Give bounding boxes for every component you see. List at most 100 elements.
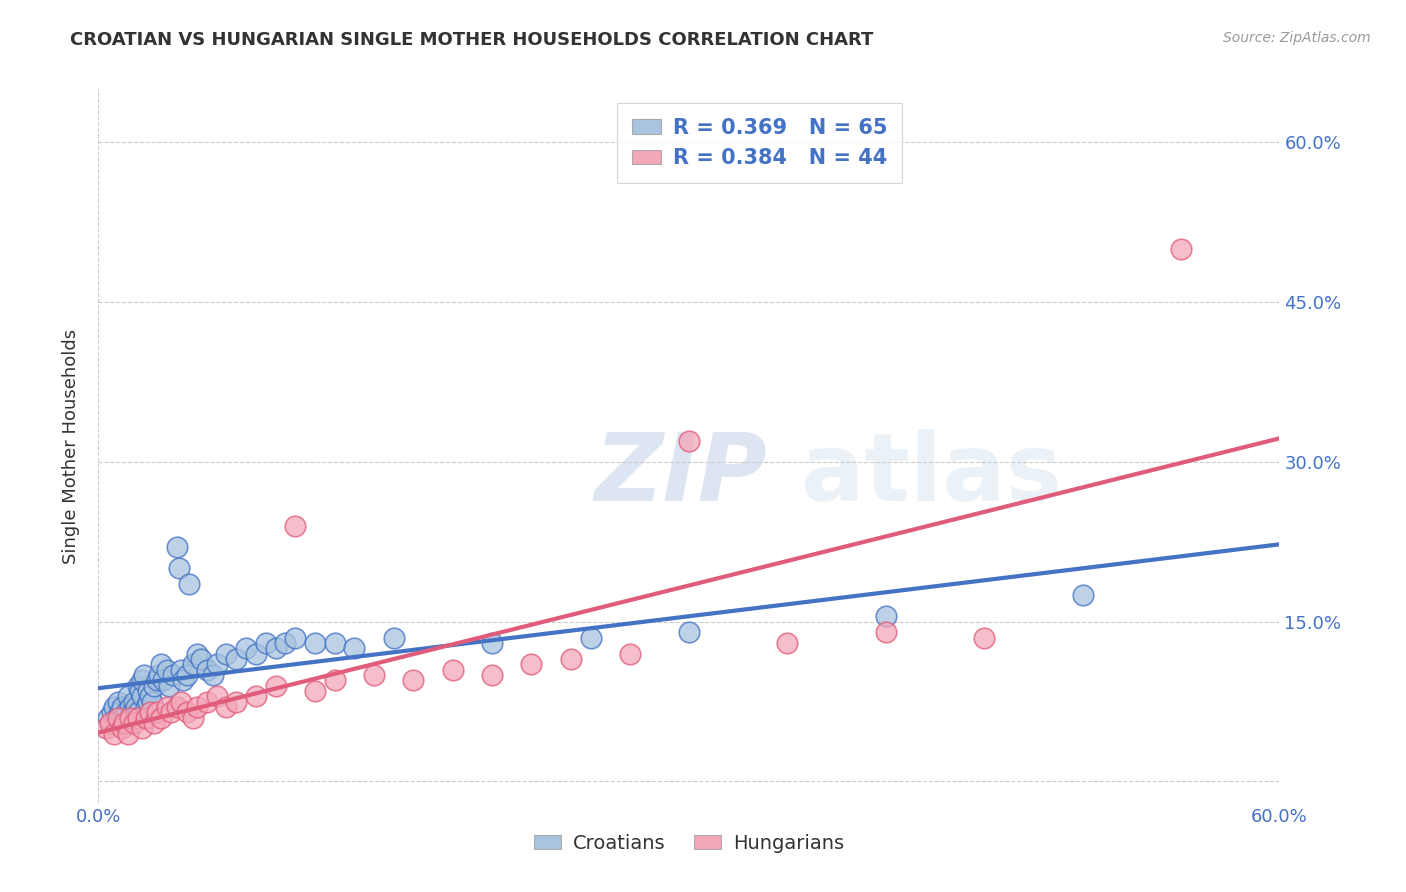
Point (1170, 242, 1192, 256)
Text: CROATIAN VS HUNGARIAN SINGLE MOTHER HOUSEHOLDS CORRELATION CHART: CROATIAN VS HUNGARIAN SINGLE MOTHER HOUS… (70, 31, 873, 49)
Point (176, 668, 198, 682)
Point (363, 668, 385, 682)
Point (186, 647, 208, 661)
Point (107, 710, 129, 724)
Point (215, 647, 238, 661)
Point (167, 561, 190, 575)
Point (157, 679, 180, 693)
Point (127, 710, 149, 724)
Point (245, 647, 267, 661)
Point (101, 706, 124, 720)
Point (619, 647, 641, 661)
Point (111, 721, 134, 735)
Point (121, 706, 143, 720)
Point (875, 609, 897, 624)
Point (254, 636, 277, 650)
Point (135, 700, 157, 714)
Point (141, 695, 163, 709)
Point (138, 690, 160, 704)
Point (131, 721, 153, 735)
Point (108, 706, 131, 720)
Point (481, 668, 503, 682)
Point (205, 657, 228, 672)
Point (264, 679, 287, 693)
Point (481, 636, 503, 650)
Point (162, 668, 184, 682)
Point (205, 690, 228, 704)
Y-axis label: Single Mother Households: Single Mother Households (62, 328, 80, 564)
Point (323, 673, 346, 688)
Point (105, 710, 128, 724)
Point (122, 715, 145, 730)
Point (678, 434, 700, 448)
Point (103, 700, 125, 714)
Point (96, 721, 118, 735)
Point (135, 710, 157, 724)
Point (181, 657, 204, 672)
Point (235, 641, 257, 656)
Point (172, 673, 194, 688)
Point (245, 690, 267, 704)
Point (107, 695, 129, 709)
Text: ZIP: ZIP (595, 428, 768, 521)
Point (195, 695, 218, 709)
Point (402, 673, 425, 688)
Point (156, 700, 179, 714)
Point (150, 657, 173, 672)
Text: atlas: atlas (801, 428, 1062, 521)
Point (215, 700, 238, 714)
Point (181, 710, 204, 724)
Point (118, 710, 141, 724)
Point (264, 641, 287, 656)
Point (112, 710, 135, 724)
Point (136, 695, 159, 709)
Point (304, 636, 326, 650)
Point (1071, 588, 1094, 602)
Point (122, 710, 145, 724)
Point (131, 690, 153, 704)
Point (678, 625, 700, 640)
Point (382, 631, 405, 645)
Point (132, 668, 155, 682)
Point (304, 684, 326, 698)
Point (117, 715, 139, 730)
Point (118, 700, 141, 714)
Point (127, 679, 149, 693)
Point (343, 641, 366, 656)
Point (117, 726, 139, 740)
Point (150, 710, 173, 724)
Point (274, 636, 297, 650)
Point (170, 695, 193, 709)
Point (128, 684, 150, 698)
Point (170, 663, 193, 677)
Point (122, 695, 145, 709)
Point (973, 631, 995, 645)
Point (177, 577, 200, 591)
Point (166, 700, 188, 714)
Point (776, 636, 799, 650)
Point (284, 519, 307, 533)
Point (166, 540, 188, 554)
Legend: Croatians, Hungarians: Croatians, Hungarians (526, 826, 852, 861)
Point (117, 690, 139, 704)
Point (560, 652, 582, 666)
Point (284, 631, 307, 645)
Point (125, 700, 148, 714)
Point (441, 663, 464, 677)
Point (103, 726, 125, 740)
Point (323, 636, 346, 650)
Point (138, 706, 160, 720)
Point (142, 679, 165, 693)
Point (190, 652, 212, 666)
Point (160, 706, 183, 720)
Point (127, 706, 149, 720)
Point (520, 657, 543, 672)
Point (148, 668, 170, 682)
Point (107, 715, 129, 730)
Point (156, 663, 179, 677)
Point (131, 673, 153, 688)
Point (875, 625, 897, 640)
Point (225, 695, 247, 709)
Text: Source: ZipAtlas.com: Source: ZipAtlas.com (1223, 31, 1371, 45)
Point (579, 631, 602, 645)
